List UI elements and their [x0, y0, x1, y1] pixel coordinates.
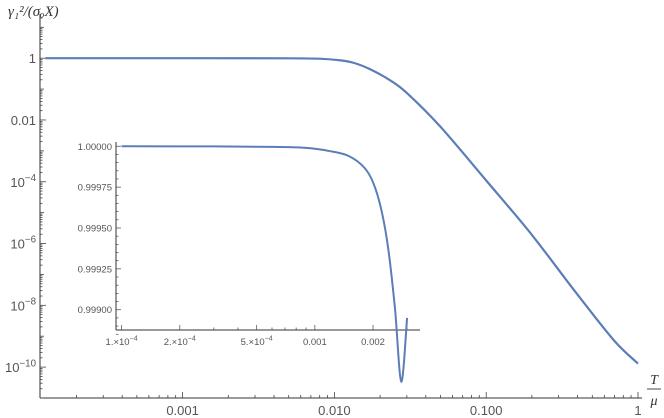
inset-y-tick-label: 0.99950 [78, 223, 112, 234]
inset-x-tick-label: 0.002 [361, 337, 385, 348]
y-tick-label: 10−4 [10, 173, 36, 190]
y-tick-label: 10−8 [10, 296, 36, 313]
x-axis-label-denominator: μ [649, 394, 657, 409]
inset-x-tick-label: 2.×10−4 [164, 335, 196, 348]
inset-x-tick-label: 1.×10−4 [106, 335, 138, 348]
x-tick-label: 0.001 [166, 403, 199, 418]
y-tick-label: 10−10 [5, 358, 37, 375]
inset-y-tick-label: 1.00000 [78, 142, 112, 153]
y-tick-label: 1 [29, 51, 36, 66]
x-tick-label: 0.010 [318, 403, 351, 418]
series-line-main [45, 57, 639, 365]
series-line-inset [121, 145, 409, 383]
y-tick-label: 10−6 [10, 235, 36, 252]
inset-plot: 1.00000 0.99975 0.99950 0.99925 0.99900 1.×10… [78, 142, 420, 383]
y-axis-label: γ₁²/(σₒX) [8, 4, 59, 20]
inset-x-tick-label: 0.001 [303, 337, 327, 348]
x-axis-label-numerator: T [650, 373, 659, 388]
inset-y-tick-label: 0.99975 [78, 183, 112, 194]
main-plot: 1 0.01 10−4 10−6 10−8 10−10 0.001 0.010 0.100 1 γ₁… [5, 4, 661, 418]
inset-y-tick-label: 0.99925 [78, 264, 112, 275]
inset-y-tick-label: 0.99900 [78, 305, 112, 316]
x-tick-label: 1 [634, 403, 641, 418]
x-tick-label: 0.100 [470, 403, 503, 418]
inset-x-tick-label: 5.×10−4 [241, 335, 273, 348]
inset-background [116, 142, 420, 330]
y-tick-label: 0.01 [11, 113, 36, 128]
